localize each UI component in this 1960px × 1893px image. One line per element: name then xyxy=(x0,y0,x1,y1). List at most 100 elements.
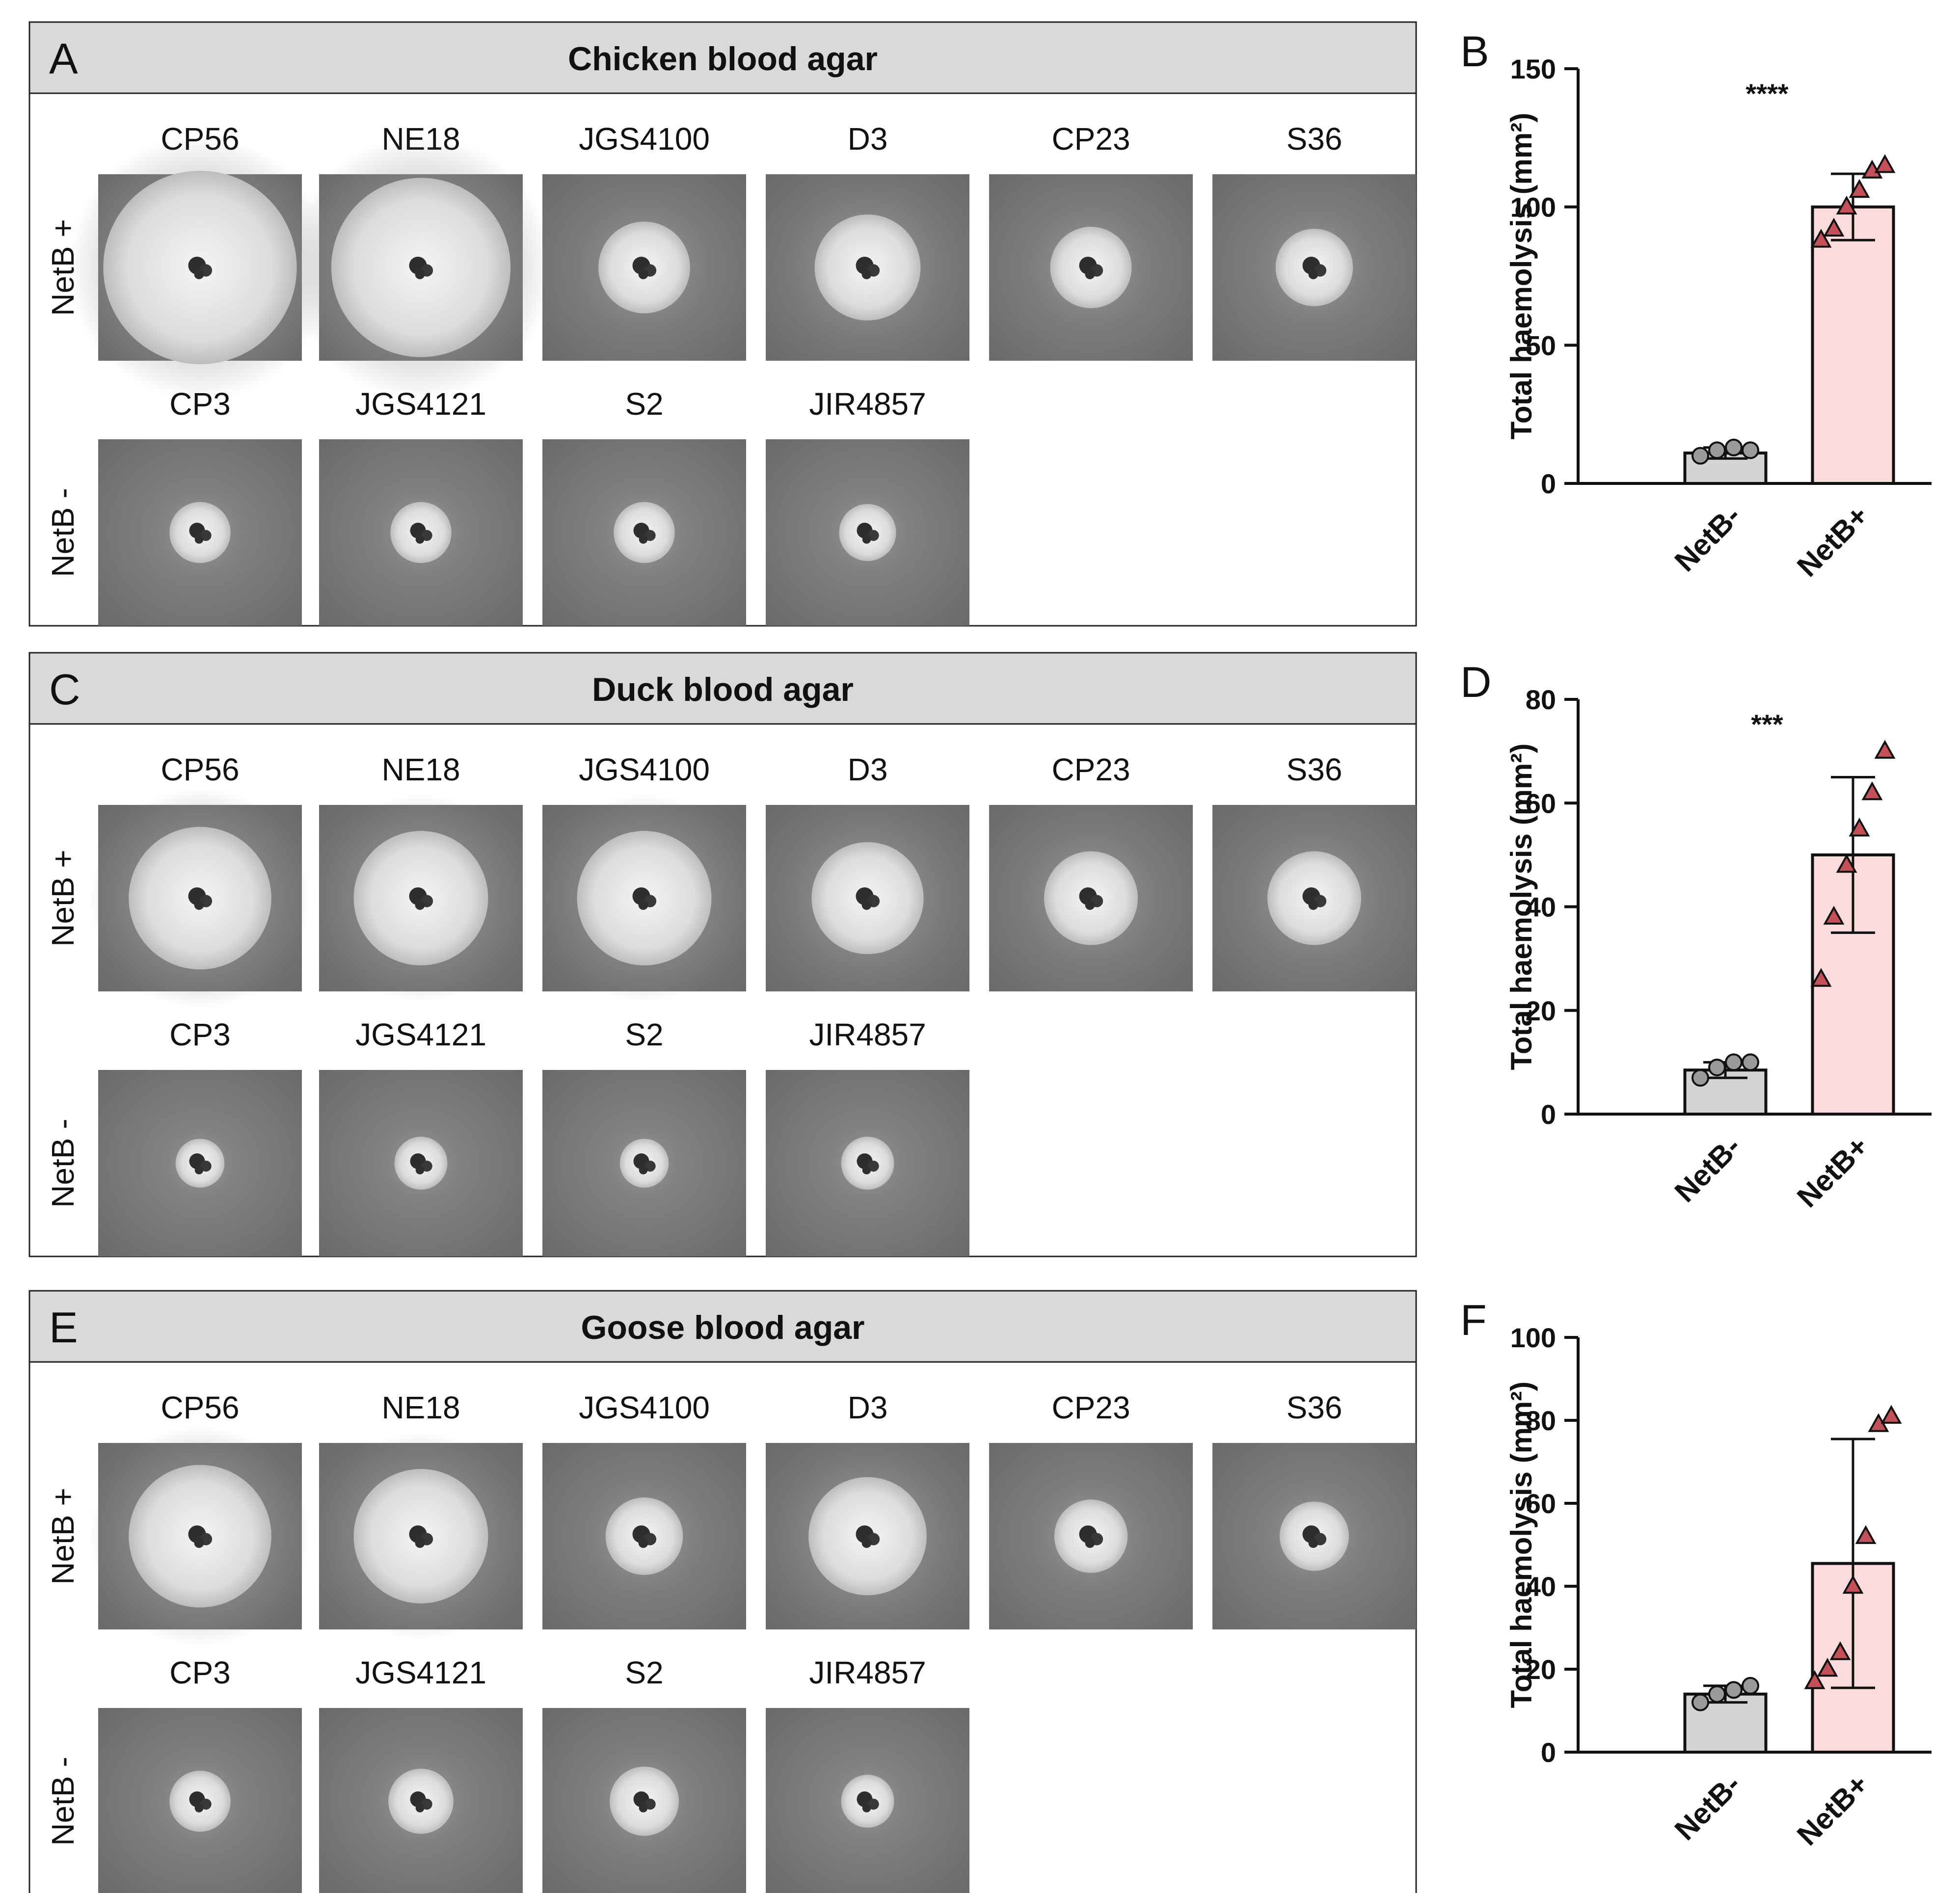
panel-letter: E xyxy=(49,1303,78,1352)
data-point-netb-plus xyxy=(1829,1641,1851,1660)
row-label-netb-minus: NetB - xyxy=(45,1119,81,1207)
x-tick-label: NetB+ xyxy=(1791,499,1875,583)
strain-label: CP23 xyxy=(1051,1390,1130,1425)
agar-plate-image xyxy=(1212,1443,1416,1629)
panel-title: Duck blood agar xyxy=(592,671,854,708)
agar-plate-image xyxy=(1212,174,1416,361)
data-point-netb-plus xyxy=(1817,1657,1838,1677)
strain-label: JGS4100 xyxy=(579,752,710,787)
data-point-netb-plus xyxy=(1836,853,1857,873)
strain-label: S36 xyxy=(1287,1390,1342,1425)
strain-label: CP56 xyxy=(161,1390,239,1425)
agar-plate-image xyxy=(288,135,554,400)
strain-label: JGS4121 xyxy=(355,1017,486,1052)
y-tick-label: 40 xyxy=(1526,892,1556,923)
agar-plate-image xyxy=(1212,805,1416,991)
data-point-netb-minus xyxy=(1725,1681,1743,1699)
agar-plate-image xyxy=(542,1443,746,1629)
y-tick-label: 80 xyxy=(1526,684,1556,715)
panel-title: Chicken blood agar xyxy=(568,40,878,78)
data-point-netb-plus xyxy=(1823,217,1845,237)
bar-netb-minusplus xyxy=(1811,205,1895,485)
strain-label: JIR4857 xyxy=(809,1017,926,1052)
row-label-netb-plus: NetB + xyxy=(45,1488,81,1584)
y-tick-label: 0 xyxy=(1541,468,1556,499)
agar-plate-image xyxy=(989,174,1193,361)
y-tick-label: 60 xyxy=(1526,1488,1556,1519)
x-tick-label: NetB+ xyxy=(1791,1768,1875,1852)
strain-label: JGS4100 xyxy=(579,121,710,157)
strain-label: JIR4857 xyxy=(809,1655,926,1690)
y-tick-label: 150 xyxy=(1510,53,1556,84)
agar-plate-image xyxy=(89,1425,311,1647)
data-point-netb-plus xyxy=(1810,968,1832,987)
significance-marker: **** xyxy=(1745,78,1788,109)
strain-label: CP3 xyxy=(169,1655,231,1690)
y-tick-label: 100 xyxy=(1510,192,1556,223)
panel-c: C Duck blood agar NetB + NetB - CP56 NE18 JGS4… xyxy=(28,652,1417,1257)
strain-label: JGS4121 xyxy=(355,386,486,422)
data-point-netb-minus xyxy=(1708,441,1726,459)
chart-b: B Total haemolysis (mm²)0 50 100 150 NetB- Net… xyxy=(1460,27,1932,583)
agar-plate-image xyxy=(766,174,969,361)
panel-title: Goose blood agar xyxy=(581,1309,864,1346)
agar-plate-image xyxy=(989,805,1193,991)
data-point-netb-plus xyxy=(1874,740,1896,759)
x-tick-label: NetB- xyxy=(1668,1768,1747,1847)
data-point-netb-minus xyxy=(1725,1053,1743,1071)
strain-label: D3 xyxy=(848,121,888,157)
agar-plate-image xyxy=(766,1443,969,1629)
y-tick-label: 40 xyxy=(1526,1571,1556,1602)
strain-label: D3 xyxy=(848,1390,888,1425)
data-point-netb-minus xyxy=(1708,1058,1726,1076)
data-point-netb-plus xyxy=(1849,817,1870,837)
data-point-netb-plus xyxy=(1842,1574,1864,1594)
row-label-netb-plus: NetB + xyxy=(45,850,81,946)
data-point-netb-minus xyxy=(1742,441,1759,459)
strain-label: CP56 xyxy=(161,752,239,787)
y-axis-label: Total haemolysis (mm²) xyxy=(1505,1382,1538,1708)
strain-label: NE18 xyxy=(381,752,460,787)
agar-plate-image xyxy=(67,135,333,400)
agar-plate-image xyxy=(98,439,302,626)
data-point-netb-minus xyxy=(1692,1693,1709,1711)
data-point-netb-minus xyxy=(1742,1053,1759,1071)
data-point-netb-plus xyxy=(1855,1525,1877,1544)
agar-plate-image xyxy=(89,787,311,1009)
agar-plate-image xyxy=(542,1070,746,1256)
x-tick-label: NetB- xyxy=(1668,499,1747,578)
panel-e: E Goose blood agar NetB + NetB - CP56 NE18 JGS… xyxy=(28,1290,1417,1893)
y-tick-label: 100 xyxy=(1510,1322,1556,1353)
strain-label: JIR4857 xyxy=(809,386,926,422)
y-tick-label: 0 xyxy=(1541,1099,1556,1130)
strain-label: JGS4121 xyxy=(355,1655,486,1690)
data-point-netb-minus xyxy=(1742,1677,1759,1695)
panel-letter: C xyxy=(49,665,81,714)
chart-f: F Total haemolysis (mm²)0 20 40 60 80 100 NetB-… xyxy=(1460,1296,1932,1852)
data-point-netb-plus xyxy=(1836,195,1857,214)
y-axis-label: Total haemolysis (mm²) xyxy=(1505,113,1538,440)
strain-label: S2 xyxy=(625,386,663,422)
data-point-netb-plus xyxy=(1810,229,1832,248)
strain-label: S2 xyxy=(625,1655,663,1690)
data-point-netb-minus xyxy=(1708,1685,1726,1703)
row-label-netb-minus: NetB - xyxy=(45,488,81,577)
strain-label: S2 xyxy=(625,1017,663,1052)
panel-letter: D xyxy=(1460,658,1492,706)
strain-label: CP3 xyxy=(169,1017,231,1052)
agar-plate-image xyxy=(317,794,525,1003)
x-tick-label: NetB- xyxy=(1668,1130,1747,1209)
strain-label: S36 xyxy=(1287,752,1342,787)
agar-plate-image xyxy=(542,1708,746,1893)
agar-plate-image xyxy=(319,1708,523,1893)
data-point-netb-minus xyxy=(1725,438,1743,456)
chart-d: D Total haemolysis (mm²)0 20 40 60 80 NetB- Net… xyxy=(1460,658,1932,1214)
data-point-netb-minus xyxy=(1692,447,1709,465)
agar-plate-image xyxy=(766,1708,969,1893)
y-tick-label: 50 xyxy=(1526,330,1556,361)
agar-plate-image xyxy=(766,805,969,991)
row-label-netb-minus: NetB - xyxy=(45,1757,81,1845)
data-point-netb-plus xyxy=(1823,906,1845,925)
strain-label: CP23 xyxy=(1051,752,1130,787)
